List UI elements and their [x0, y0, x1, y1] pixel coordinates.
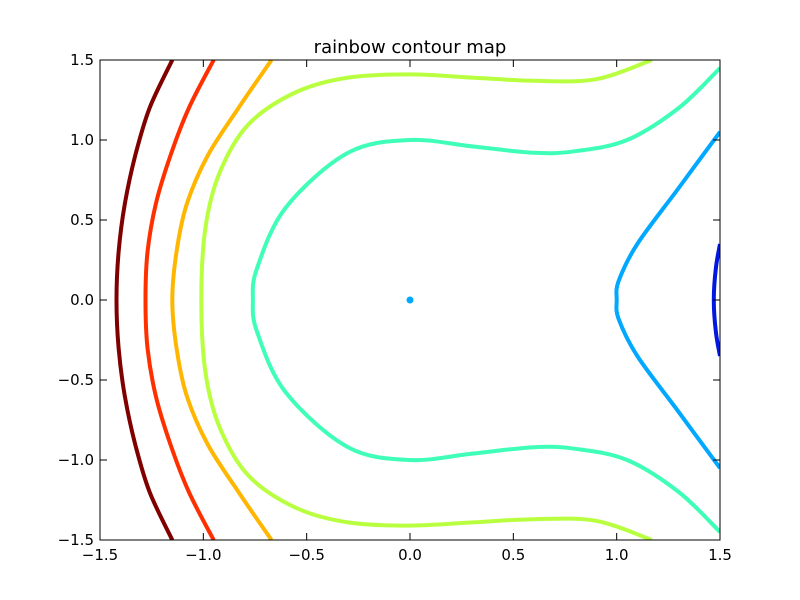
contour-line-4 — [199, 60, 653, 540]
x-tick-label: −1.0 — [185, 546, 221, 564]
y-tick-label: 0.5 — [70, 211, 94, 229]
marker-layer — [406, 296, 414, 304]
chart-title: rainbow contour map — [314, 37, 507, 58]
y-tick-label: −0.5 — [58, 371, 94, 389]
center-point-marker — [406, 296, 414, 304]
x-tick-label: 1.5 — [708, 546, 732, 564]
y-tick-label: −1.5 — [58, 531, 94, 549]
x-tick-label: 1.0 — [605, 546, 629, 564]
contour-layer — [114, 60, 720, 540]
contour-line-3 — [170, 60, 274, 540]
y-tick-label: −1.0 — [58, 451, 94, 469]
y-tick-label: 0.0 — [70, 291, 94, 309]
tick-layer: −1.5 −1.0 −0.5 0.0 0.5 1.0 1.5 1.5 1.0 0.5 0.0 −0.5… — [58, 51, 732, 564]
x-tick-label: 0.0 — [398, 546, 422, 564]
contour-line-1 — [114, 60, 175, 540]
contour-line-2 — [143, 60, 216, 540]
contour-line-5 — [250, 66, 720, 534]
x-tick-label: −1.5 — [82, 546, 118, 564]
contour-line-6 — [614, 130, 720, 470]
x-tick-label: 0.5 — [501, 546, 525, 564]
y-tick-label: 1.5 — [70, 51, 94, 69]
x-tick-label: −0.5 — [288, 546, 324, 564]
y-tick-label: 1.0 — [70, 131, 94, 149]
